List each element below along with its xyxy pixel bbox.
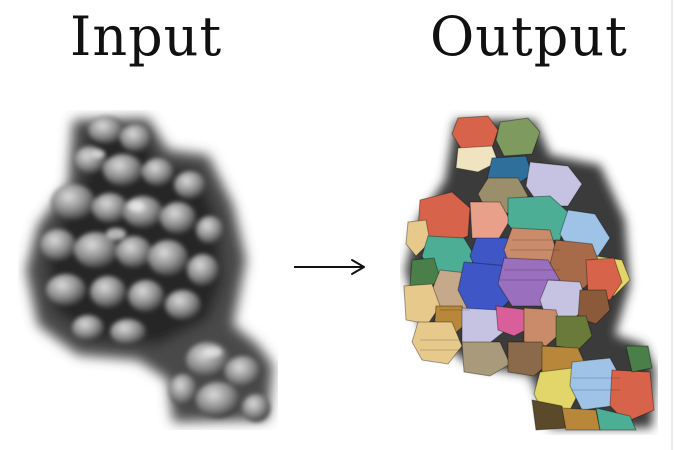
input-volume-image [26,116,273,422]
input-label: Input [70,5,223,68]
right-edge-divider [671,0,673,450]
output-label: Output [430,5,628,68]
output-segments [403,115,655,431]
arrow-icon [294,259,365,275]
output-segmentation-image [403,115,655,431]
